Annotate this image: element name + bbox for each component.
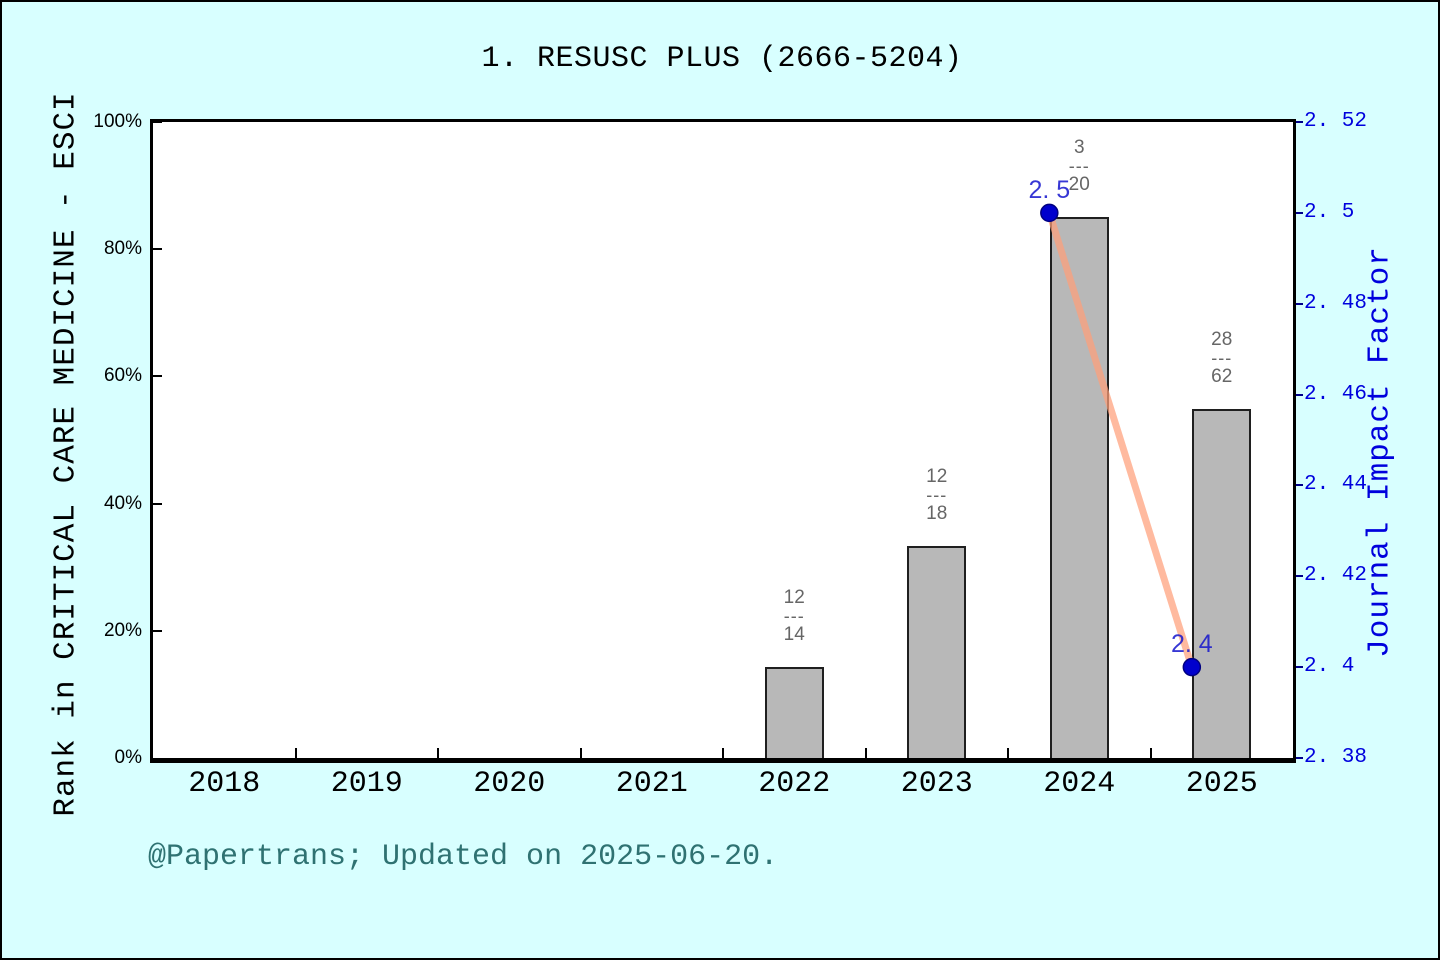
right-tick-2.44 xyxy=(1296,484,1303,487)
right-tick-label-2.38: 2. 38 xyxy=(1304,746,1368,769)
right-tick-2.4 xyxy=(1296,666,1303,669)
x-minor-tick-3 xyxy=(579,748,582,758)
x-minor-tick-2 xyxy=(437,748,439,758)
rank-numerator-2025: 28 xyxy=(1211,329,1233,351)
jif-value-label-2024: 2. 5 xyxy=(1028,175,1071,204)
x-tick-label-2021: 2021 xyxy=(615,767,688,801)
fraction-bar-2022: --- xyxy=(783,606,805,627)
chart-title: 1. RESUSC PLUS (2666-5204) xyxy=(481,42,963,76)
right-tick-label-2.44: 2. 44 xyxy=(1304,473,1368,497)
right-tick-label-2.48: 2. 48 xyxy=(1304,291,1368,315)
right-tick-2.46 xyxy=(1296,393,1303,396)
rank-denominator-2025: 62 xyxy=(1211,366,1233,388)
footer-credit: @Papertrans; Updated on 2025-06-20. xyxy=(148,840,779,874)
rank-fraction-2022: 12 --- 14 xyxy=(784,586,805,646)
bar-2023 xyxy=(907,546,967,758)
right-tick-label-2.5: 2. 5 xyxy=(1304,200,1355,224)
x-tick-label-2024: 2024 xyxy=(1043,767,1116,801)
right-tick-label-2.46: 2. 46 xyxy=(1304,382,1368,406)
jif-value-label-2025: 2. 4 xyxy=(1170,630,1213,659)
left-tick-label-100%: 100% xyxy=(93,111,142,132)
fraction-bar-2024: --- xyxy=(1068,156,1090,177)
rank-fraction-2023: 12 --- 18 xyxy=(926,465,947,525)
x-minor-tick-4 xyxy=(722,748,724,758)
rank-numerator-2024: 3 xyxy=(1073,137,1085,159)
left-tick-60% xyxy=(153,375,162,378)
rank-denominator-2024: 20 xyxy=(1068,174,1090,196)
left-tick-100% xyxy=(153,121,162,123)
right-tick-label-2.4: 2. 4 xyxy=(1304,655,1355,679)
left-tick-label-60%: 60% xyxy=(103,365,142,387)
rank-numerator-2022: 12 xyxy=(783,587,805,609)
x-tick-label-2025: 2025 xyxy=(1185,767,1258,801)
x-tick-label-2022: 2022 xyxy=(758,767,831,801)
right-tick-label-2.42: 2. 42 xyxy=(1304,564,1368,588)
left-axis-title: Rank in CRITICAL CARE MEDICINE - ESCI xyxy=(48,91,84,817)
right-tick-label-2.52: 2. 52 xyxy=(1304,110,1368,133)
left-tick-20% xyxy=(153,629,162,632)
x-minor-tick-6 xyxy=(1007,748,1009,758)
bar-2025 xyxy=(1192,409,1252,758)
bar-2024 xyxy=(1049,217,1109,758)
rank-denominator-2023: 18 xyxy=(926,503,948,525)
left-tick-label-80%: 80% xyxy=(103,238,142,260)
plot-area xyxy=(150,119,1296,763)
fraction-bar-2025: --- xyxy=(1211,348,1233,369)
rank-fraction-2024: 3 --- 20 xyxy=(1069,136,1090,196)
rank-numerator-2023: 12 xyxy=(926,466,948,488)
rank-denominator-2022: 14 xyxy=(783,624,805,646)
left-tick-80% xyxy=(153,248,162,251)
right-tick-2.5 xyxy=(1296,211,1303,214)
left-tick-label-40%: 40% xyxy=(103,492,142,514)
x-minor-tick-7 xyxy=(1149,748,1152,758)
left-tick-label-20%: 20% xyxy=(103,619,142,641)
x-tick-label-2020: 2020 xyxy=(473,767,546,801)
right-tick-2.42 xyxy=(1296,575,1303,578)
left-tick-label-0%: 0% xyxy=(114,747,142,768)
x-minor-tick-5 xyxy=(864,748,867,758)
x-minor-tick-1 xyxy=(294,748,297,758)
right-tick-2.38 xyxy=(1296,757,1303,759)
rank-fraction-2025: 28 --- 62 xyxy=(1211,328,1232,388)
bar-2022 xyxy=(764,667,824,758)
x-tick-label-2023: 2023 xyxy=(900,767,973,801)
x-tick-label-2018: 2018 xyxy=(188,767,261,801)
left-tick-40% xyxy=(153,502,162,505)
right-tick-2.52 xyxy=(1296,121,1303,123)
x-tick-label-2019: 2019 xyxy=(330,767,403,801)
fraction-bar-2023: --- xyxy=(926,485,948,506)
right-tick-2.48 xyxy=(1296,302,1303,305)
